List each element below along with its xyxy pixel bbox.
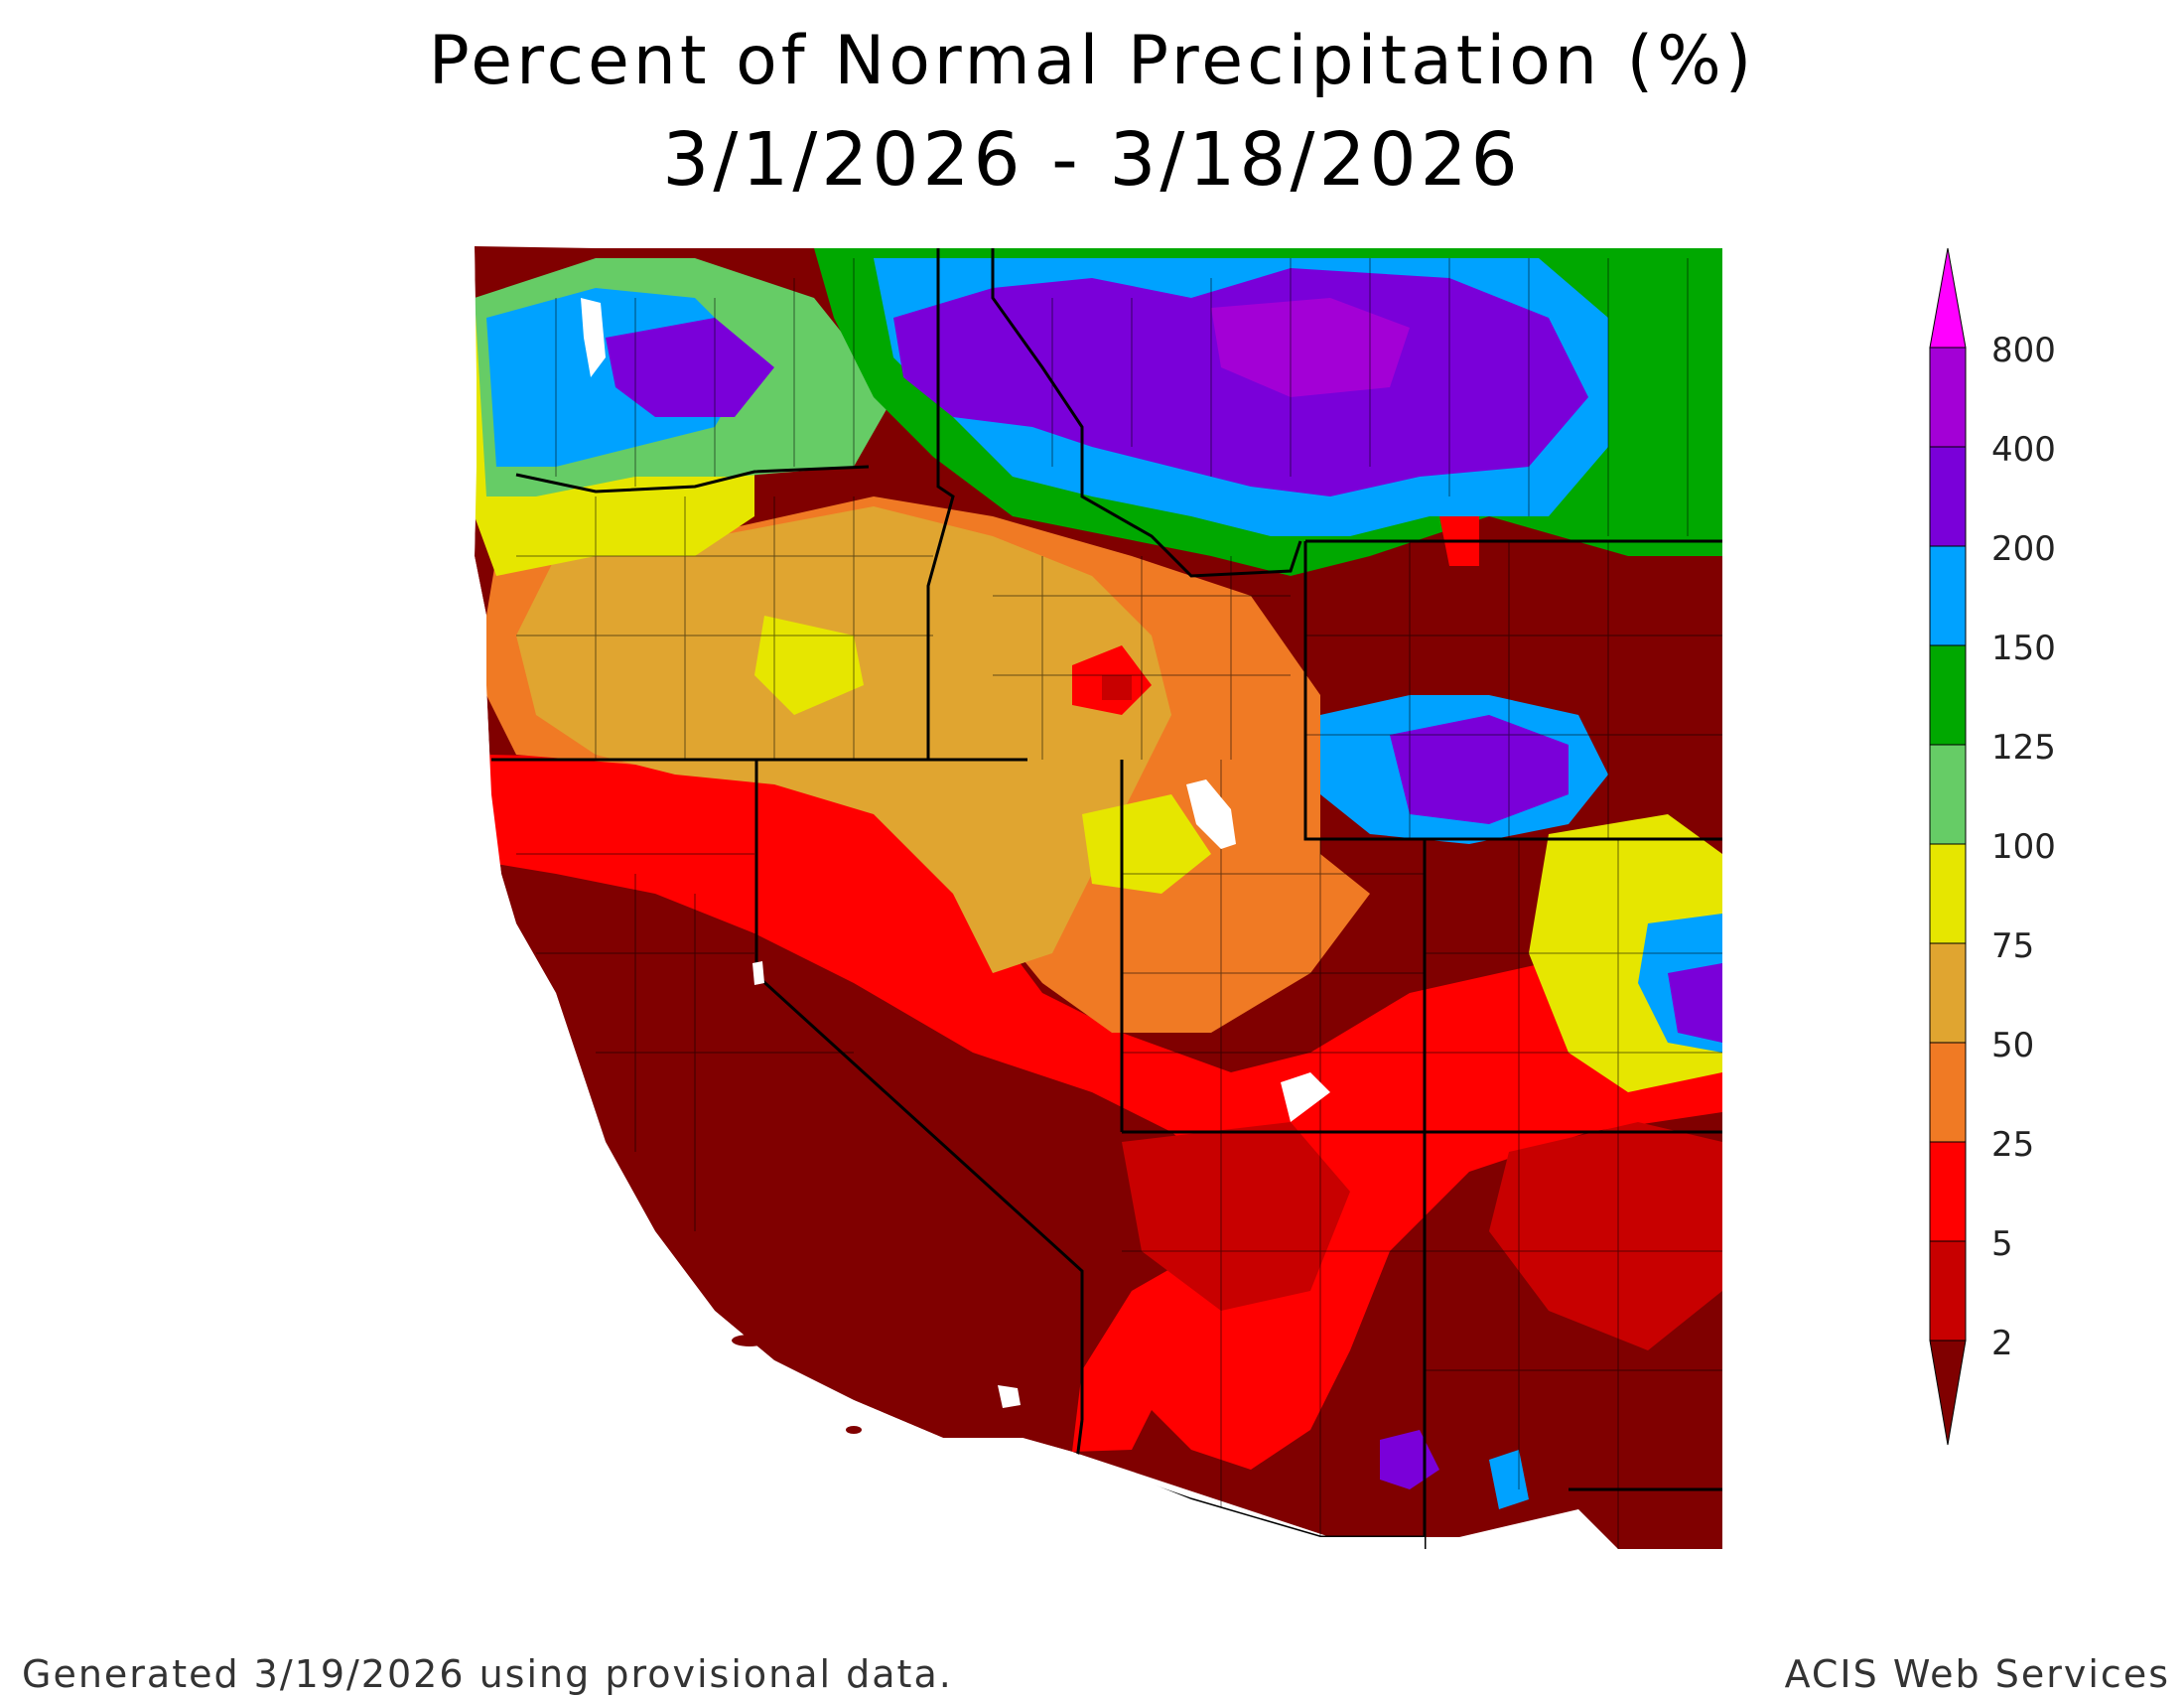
state-line-mt-id xyxy=(991,248,1302,578)
credit-note: ACIS Web Services xyxy=(1784,1652,2170,1696)
lake-powell xyxy=(1281,1072,1330,1122)
channel-island-4 xyxy=(846,1426,862,1434)
legend-label-2: 2 xyxy=(1991,1324,2013,1363)
state-boundaries xyxy=(491,248,1722,1549)
generated-note: Generated 3/19/2026 using provisional da… xyxy=(22,1652,953,1696)
legend-label-800: 800 xyxy=(1991,331,2056,370)
legend-swatch-50-75 xyxy=(1929,942,1967,1044)
channel-island-2 xyxy=(782,1355,806,1365)
legend-swatch-75-100 xyxy=(1929,843,1967,944)
map-zone-yellow-utah xyxy=(1082,794,1211,894)
legend-labels: 800 400 200 150 125 100 75 50 25 5 2 xyxy=(1991,331,2056,1363)
map-zone-darkred-southwest xyxy=(1122,1122,1350,1311)
legend-label-50: 50 xyxy=(1991,1026,2034,1065)
state-line-wa-or xyxy=(515,465,870,494)
map-zone-purple-wyoming xyxy=(1390,715,1569,824)
water-bodies xyxy=(581,298,1330,1408)
legend-bar xyxy=(1929,247,1967,1446)
legend-swatch-5-25 xyxy=(1929,1141,1967,1242)
salton-sea xyxy=(998,1385,1021,1408)
county-lines xyxy=(516,258,1722,1549)
puget-sound xyxy=(581,298,606,377)
channel-island-1 xyxy=(732,1335,767,1346)
county-lines-south xyxy=(516,760,1722,1549)
great-salt-lake xyxy=(1186,779,1236,849)
map-zone-purple-rockies xyxy=(893,268,1588,496)
legend-swatch-200-400 xyxy=(1929,446,1967,547)
map-date-range: 3/1/2026 - 3/18/2026 xyxy=(662,117,1522,203)
map-zone-tan-central xyxy=(516,506,1171,973)
map-zone-red-north xyxy=(486,755,1722,1470)
map-zone-darkred-idaho xyxy=(1102,675,1132,700)
legend-swatch-25-50 xyxy=(1929,1042,1967,1143)
state-line-ca-nv xyxy=(754,760,1084,1420)
legend-label-125: 125 xyxy=(1991,728,2056,768)
legend-label-150: 150 xyxy=(1991,629,2056,668)
legend-swatch-150-200 xyxy=(1929,545,1967,646)
legend-label-100: 100 xyxy=(1991,827,2056,867)
state-line-id-west xyxy=(926,248,955,760)
legend-swatch-100-125 xyxy=(1929,744,1967,845)
legend-swatch-over-800 xyxy=(1929,247,1967,349)
map-title: Percent of Normal Precipitation (%) xyxy=(428,22,1756,100)
map-zone-yellow-nevada xyxy=(754,616,864,715)
map-zone-purple-washington xyxy=(606,318,774,417)
legend-swatch-2-5 xyxy=(1929,1240,1967,1342)
county-lines-oregon xyxy=(516,496,933,760)
legend-label-5: 5 xyxy=(1991,1224,2013,1264)
legend-label-400: 400 xyxy=(1991,430,2056,470)
county-lines-middle xyxy=(993,541,1722,839)
channel-islands xyxy=(732,1335,878,1434)
legend-swatch-125-150 xyxy=(1929,644,1967,746)
legend-swatch-under-2 xyxy=(1929,1340,1967,1446)
legend-label-200: 200 xyxy=(1991,529,2056,569)
map-zone-darkred-newmexico xyxy=(1489,1122,1722,1350)
channel-island-3 xyxy=(850,1379,878,1391)
state-line-wy xyxy=(1303,539,1722,841)
map-zone-darkpurple-montana xyxy=(1211,298,1410,397)
legend-label-25: 25 xyxy=(1991,1125,2034,1165)
pacific-ocean xyxy=(0,248,1072,1688)
county-lines-north xyxy=(555,258,1689,536)
legend-label-75: 75 xyxy=(1991,926,2034,966)
lake-tahoe xyxy=(752,961,764,985)
map-shading xyxy=(475,246,1722,1549)
map-zone-purple-colorado xyxy=(1668,963,1722,1043)
mexico-border-area xyxy=(1072,1452,1722,1688)
legend-swatch-400-800 xyxy=(1929,347,1967,448)
